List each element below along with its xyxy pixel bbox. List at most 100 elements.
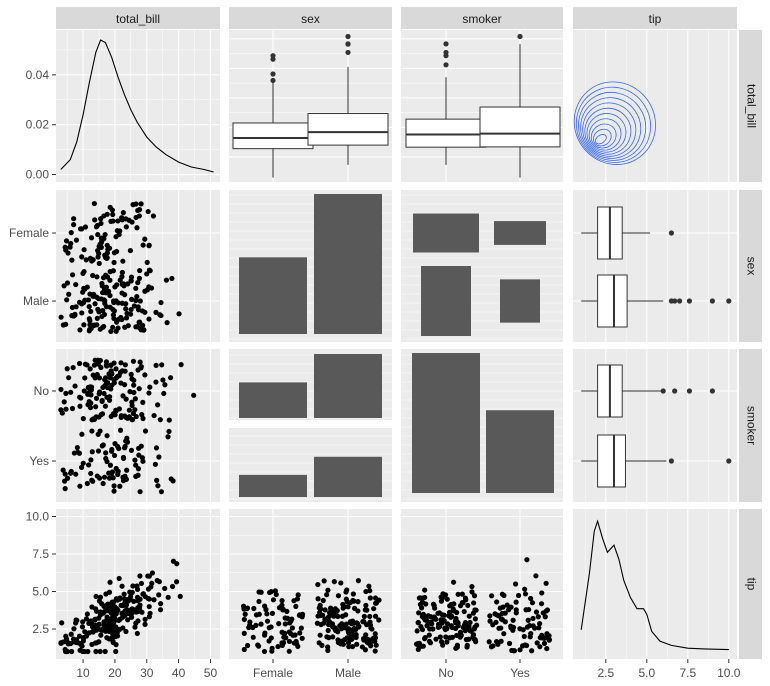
point-tip-female — [279, 629, 285, 635]
point-total-bill-yes — [100, 480, 106, 487]
point-tip-no — [426, 632, 432, 638]
point-tip-male — [345, 604, 351, 610]
point-total-bill-no — [153, 362, 159, 369]
point-tip-yes — [501, 592, 507, 599]
point-tip-vs-total-bill — [120, 610, 127, 616]
bar-yes-female — [239, 474, 307, 497]
strip-column-sex — [229, 7, 392, 29]
point-total-bill-no — [63, 390, 69, 396]
point-tip-female — [286, 648, 292, 654]
point-tip-male — [315, 613, 321, 619]
point-tip-male — [335, 613, 341, 619]
point-tip-male — [368, 643, 374, 649]
point-total-bill-no — [113, 366, 119, 372]
point-tip-male — [359, 644, 366, 650]
point-tip-no — [452, 625, 459, 632]
point-tip-no — [471, 593, 478, 599]
point-tip-vs-total-bill — [82, 629, 88, 635]
y-tick-label-tip: 5.0 — [32, 585, 49, 599]
point-tip-yes — [488, 644, 495, 650]
box-total-bill-no-box — [405, 118, 487, 148]
point-total-bill-yes — [86, 462, 92, 468]
point-total-bill-male — [107, 292, 113, 299]
point-tip-vs-total-bill — [129, 589, 135, 595]
point-total-bill-yes — [84, 480, 90, 487]
point-total-bill-no — [96, 375, 103, 381]
point-tip-vs-total-bill — [113, 648, 119, 655]
point-total-bill-no — [153, 379, 159, 385]
point-tip-vs-total-bill — [149, 570, 156, 576]
point-tip-vs-total-bill — [86, 620, 92, 627]
point-tip-male — [369, 626, 375, 632]
point-tip-female — [282, 621, 288, 627]
point-tip-male — [331, 579, 337, 585]
point-tip-vs-total-bill — [156, 579, 162, 585]
point-tip-yes — [504, 602, 510, 608]
point-total-bill-male — [73, 281, 79, 288]
point-total-bill-no — [147, 384, 153, 390]
point-total-bill-no — [98, 364, 104, 371]
point-tip-yes — [528, 630, 534, 637]
point-tip-female — [298, 625, 304, 631]
point-total-bill-no — [118, 360, 124, 366]
point-tip-yes — [510, 617, 516, 623]
point-tip-yes — [543, 608, 549, 614]
point-total-bill-male — [123, 306, 129, 312]
point-total-bill-male — [146, 267, 153, 273]
point-tip-no — [472, 616, 478, 622]
x-tick-label-smoker: Yes — [510, 666, 530, 680]
strip-column-tip — [573, 7, 737, 29]
point-tip-no — [433, 636, 439, 642]
panel-tip-tip — [573, 509, 737, 659]
point-tip-vs-total-bill — [137, 604, 143, 610]
point-tip-yes — [526, 606, 532, 613]
point-tip-yes — [506, 640, 513, 647]
point-total-bill-female — [110, 218, 116, 224]
point-total-bill-male — [58, 314, 64, 320]
point-tip-female — [255, 643, 262, 649]
point-total-bill-female — [115, 218, 121, 224]
point-total-bill-no — [178, 362, 184, 368]
point-total-bill-male — [63, 321, 69, 327]
point-tip-vs-total-bill — [93, 648, 99, 655]
point-tip-yes — [522, 586, 528, 592]
point-total-bill-male — [81, 269, 87, 275]
point-tip-vs-total-bill — [116, 575, 122, 582]
point-tip-no — [422, 587, 428, 593]
point-tip-no — [430, 626, 436, 632]
point-total-bill-no — [103, 359, 110, 365]
density-contour — [580, 97, 642, 159]
point-tip-vs-total-bill — [71, 626, 77, 632]
point-total-bill-yes — [60, 467, 66, 473]
point-tip-vs-total-bill — [134, 630, 140, 637]
point-tip-male — [372, 648, 378, 654]
point-total-bill-female — [92, 217, 98, 223]
point-tip-vs-total-bill — [106, 589, 113, 595]
point-tip-no — [461, 608, 467, 615]
point-tip-female — [293, 603, 299, 609]
point-total-bill-male — [112, 284, 118, 290]
point-tip-yes — [533, 573, 539, 579]
point-tip-male — [322, 607, 328, 613]
point-tip-female — [240, 603, 247, 609]
point-tip-female — [264, 611, 270, 617]
point-total-bill-no — [140, 399, 146, 405]
point-total-bill-male — [101, 297, 107, 303]
point-total-bill-male — [107, 277, 113, 283]
point-tip-male — [320, 597, 326, 604]
point-total-bill-yes — [117, 483, 123, 489]
point-total-bill-male — [64, 280, 71, 286]
point-total-bill-no — [99, 411, 106, 417]
point-total-bill-male — [92, 301, 98, 307]
point-total-bill-male — [137, 298, 143, 304]
point-tip-yes — [533, 609, 540, 615]
point-total-bill-male — [137, 325, 143, 331]
point-total-bill-no — [102, 377, 108, 383]
point-total-bill-yes — [115, 443, 121, 450]
point-tip-male — [373, 642, 379, 648]
point-tip-male — [317, 632, 323, 638]
point-tip-no — [441, 612, 447, 618]
point-total-bill-yes — [121, 445, 128, 451]
point-total-bill-yes — [78, 464, 85, 470]
point-total-bill-female — [142, 236, 148, 242]
